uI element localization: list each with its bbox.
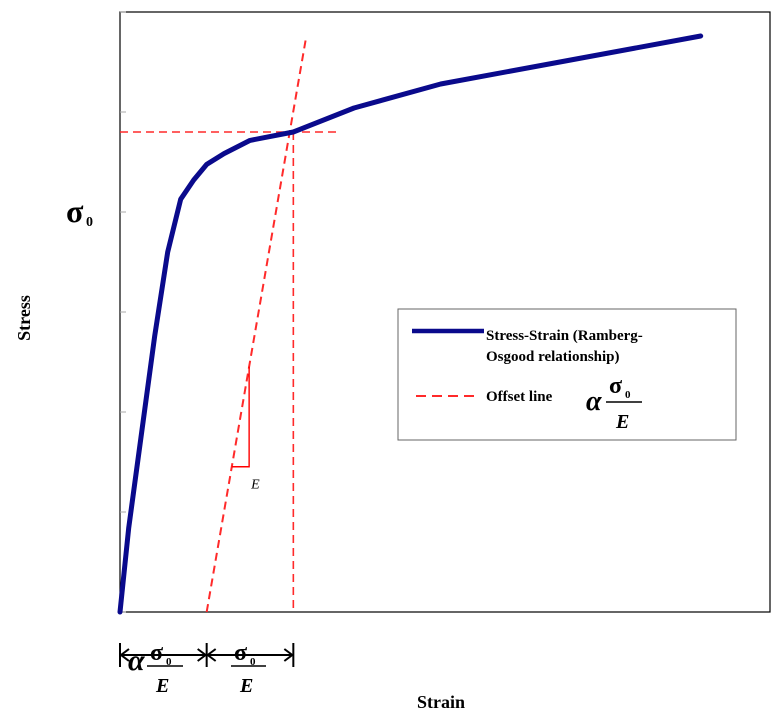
svg-text:σ: σ <box>66 193 84 229</box>
svg-text:α: α <box>128 644 145 677</box>
slope-triangle <box>231 366 250 468</box>
legend-curve-label-line1: Stress-Strain (Ramberg- <box>486 328 643 344</box>
sigma0-over-E-label: σ 0 E <box>231 640 266 697</box>
stress-strain-curve <box>117 33 704 615</box>
slope-label: E <box>250 478 260 493</box>
alpha-sigma0-over-E-label: α σ 0 E <box>128 640 183 697</box>
svg-text:0: 0 <box>86 215 93 230</box>
arrow-head <box>283 648 295 662</box>
legend-alpha-sigma0-over-E: α σ 0 E <box>586 373 642 433</box>
svg-text:σ: σ <box>234 640 247 666</box>
legend: Stress-Strain (Ramberg- Osgood relations… <box>397 308 737 441</box>
svg-text:0: 0 <box>625 389 631 401</box>
offset-line <box>205 35 308 613</box>
svg-text:E: E <box>155 675 169 697</box>
svg-text:E: E <box>239 675 253 697</box>
x-axis-label: Strain <box>417 692 465 712</box>
y-axis-ticks <box>120 11 126 613</box>
svg-text:σ: σ <box>150 640 163 666</box>
svg-text:0: 0 <box>250 656 256 668</box>
svg-text:0: 0 <box>166 656 172 668</box>
svg-text:E: E <box>615 411 629 433</box>
arrow-head <box>197 648 208 662</box>
arrow-head <box>119 648 130 662</box>
svg-text:σ: σ <box>609 373 622 399</box>
strain-dimension-arrows <box>119 643 295 667</box>
legend-offset-label: Offset line <box>486 389 553 405</box>
y-axis-label: Stress <box>14 295 34 341</box>
svg-text:α: α <box>586 386 602 417</box>
arrow-head <box>206 648 217 662</box>
legend-curve-label-line2: Osgood relationship) <box>486 349 620 365</box>
sigma0-label: σ 0 <box>66 193 93 230</box>
